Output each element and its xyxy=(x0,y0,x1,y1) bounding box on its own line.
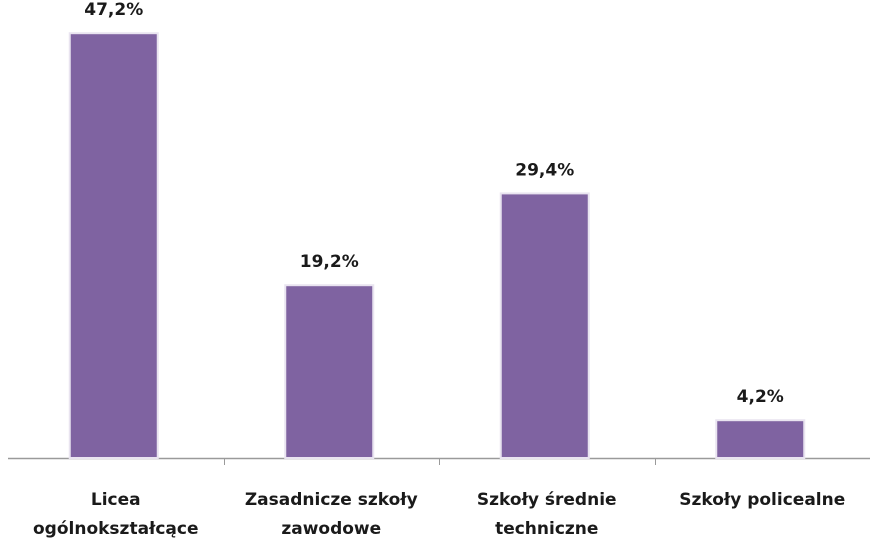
category-label-4: Szkoły policealne xyxy=(679,490,845,510)
category-label-line: Zasadnicze szkoły xyxy=(245,490,418,510)
category-label-line: Licea xyxy=(91,490,141,510)
bar-1 xyxy=(68,32,159,459)
data-label-3: 29,4% xyxy=(515,160,574,180)
category-label-line: Szkoły średnie xyxy=(477,490,617,510)
category-label-3: Szkoły średnie techniczne xyxy=(477,490,617,539)
data-label-1: 47,2% xyxy=(84,0,143,20)
data-label-2: 19,2% xyxy=(300,252,359,272)
data-label-4: 4,2% xyxy=(737,387,784,407)
category-label-line: ogólnokształcące xyxy=(33,519,199,539)
bar-3 xyxy=(499,192,590,459)
bar-2 xyxy=(284,284,375,460)
category-label-1: Licea ogólnokształcące xyxy=(33,490,199,539)
category-label-line: zawodowe xyxy=(281,519,381,539)
category-label-line: techniczne xyxy=(495,519,598,539)
category-label-2: Zasadnicze szkoły zawodowe xyxy=(245,490,418,539)
bar-4 xyxy=(715,419,806,460)
category-label-line: Szkoły policealne xyxy=(679,490,845,510)
